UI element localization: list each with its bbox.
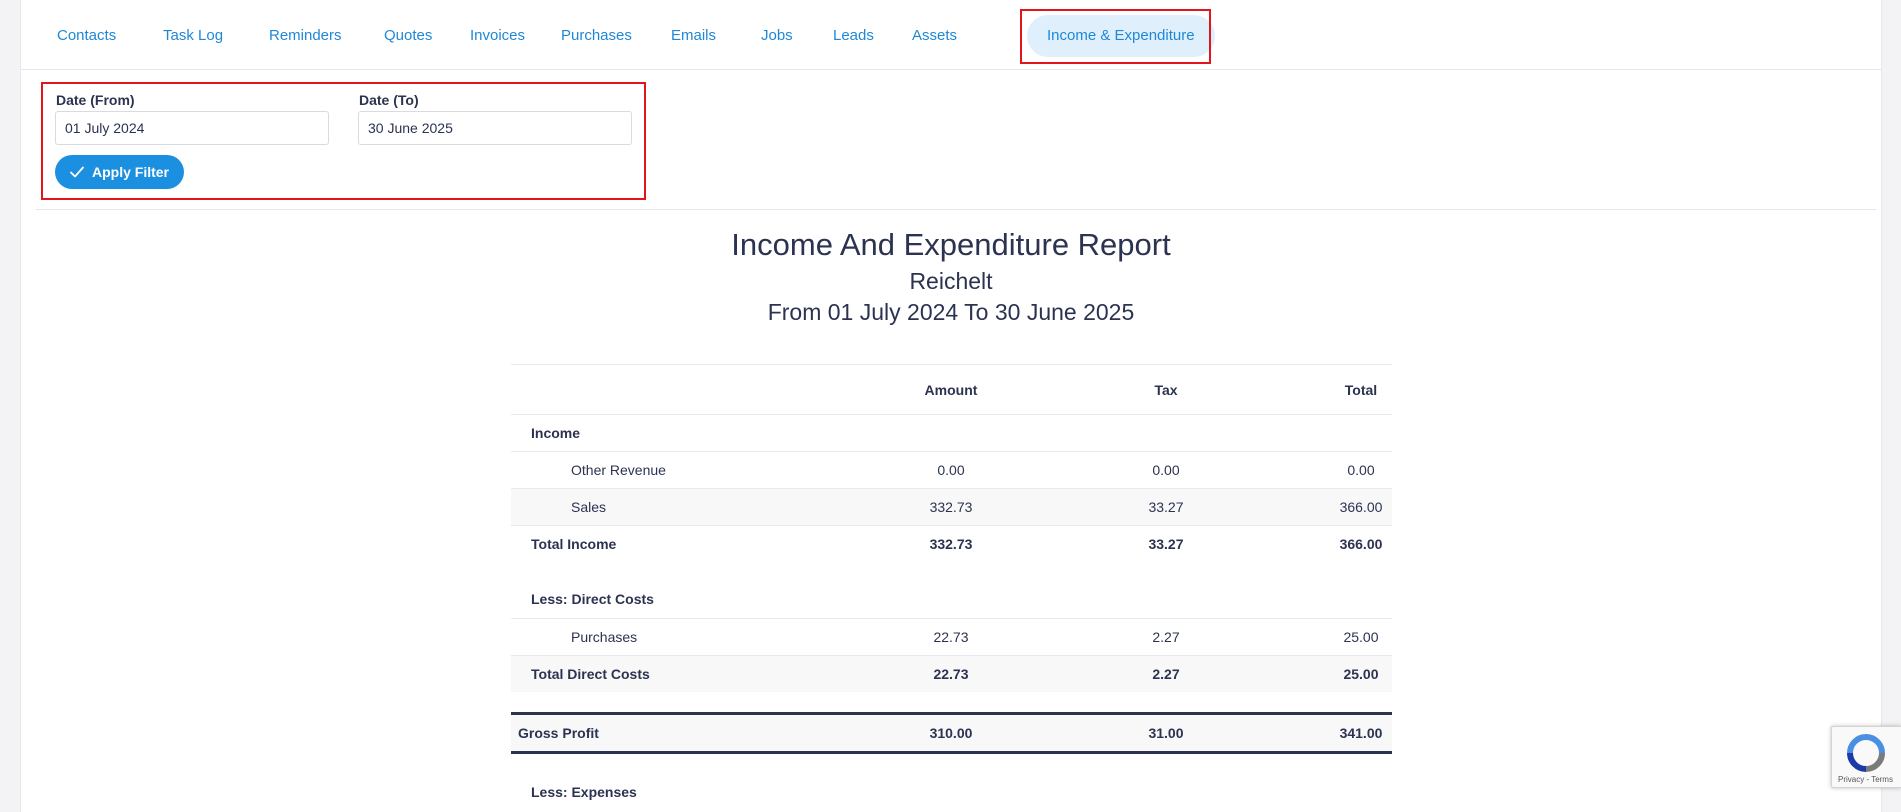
check-icon [70, 166, 84, 178]
row-total: 25.00 [1343, 666, 1379, 682]
main-panel: Contacts Task Log Reminders Quotes Invoi… [20, 0, 1882, 812]
gross-profit-row: Gross Profit 310.00 31.00 341.00 [511, 712, 1392, 754]
tab-assets[interactable]: Assets [912, 27, 958, 44]
tab-invoices[interactable]: Invoices [470, 27, 526, 44]
tab-jobs[interactable]: Jobs [761, 27, 793, 44]
recaptcha-icon [1847, 734, 1885, 772]
column-header-total: Total [1344, 382, 1378, 398]
row-total: 366.00 [1339, 499, 1383, 515]
row-label: Total Direct Costs [531, 666, 650, 682]
report-period: From 01 July 2024 To 30 June 2025 [767, 299, 1135, 325]
row-label: Other Revenue [571, 462, 666, 478]
row-label: Gross Profit [518, 725, 599, 741]
row-amount: 22.73 [933, 629, 969, 645]
row-label: Sales [571, 499, 607, 515]
tab-emails[interactable]: Emails [671, 27, 717, 44]
row-amount: 22.73 [933, 666, 969, 682]
section-heading-direct-costs: Less: Direct Costs [511, 581, 1392, 618]
filter-highlight [41, 82, 646, 200]
recaptcha-badge[interactable]: Privacy - Terms [1831, 726, 1901, 788]
row-tax: 33.27 [1148, 499, 1184, 515]
section-heading-label: Less: Expenses [531, 784, 637, 800]
table-header-row: Amount Tax Total [511, 364, 1392, 414]
tab-purchases[interactable]: Purchases [561, 27, 632, 44]
row-tax: 33.27 [1148, 536, 1184, 552]
row-total: 25.00 [1343, 629, 1379, 645]
report-company: Reichelt [909, 268, 993, 294]
section-heading-label: Income [531, 425, 581, 441]
apply-filter-label: Apply Filter [91, 164, 169, 180]
tab-reminders[interactable]: Reminders [269, 27, 342, 44]
row-tax: 31.00 [1148, 725, 1184, 741]
section-heading-income: Income [511, 414, 1392, 451]
row-amount: 332.73 [929, 499, 973, 515]
row-tax: 2.27 [1152, 629, 1180, 645]
tab-contacts[interactable]: Contacts [57, 27, 117, 44]
tab-income-expenditure[interactable]: Income & Expenditure [1027, 15, 1215, 57]
date-from-label: Date (From) [56, 92, 135, 108]
tab-leads[interactable]: Leads [833, 27, 874, 44]
row-total: 341.00 [1339, 725, 1383, 741]
divider [36, 209, 1876, 210]
row-amount: 310.00 [929, 725, 973, 741]
row-tax: 2.27 [1152, 666, 1180, 682]
row-amount: 332.73 [929, 536, 973, 552]
column-header-amount: Amount [924, 382, 978, 398]
table-row: Sales 332.73 33.27 366.00 [511, 488, 1392, 525]
total-income-row: Total Income 332.73 33.27 366.00 [511, 525, 1392, 562]
tab-bar: Contacts Task Log Reminders Quotes Invoi… [21, 0, 1881, 70]
row-label: Purchases [571, 629, 638, 645]
row-total: 0.00 [1347, 462, 1375, 478]
table-row: Other Revenue 0.00 0.00 0.00 [511, 451, 1392, 488]
date-to-label: Date (To) [359, 92, 419, 108]
recaptcha-terms[interactable]: Privacy - Terms [1838, 775, 1893, 784]
date-to-input[interactable] [358, 111, 632, 145]
tab-task-log[interactable]: Task Log [163, 27, 224, 44]
date-from-input[interactable] [55, 111, 329, 145]
report-title: Income And Expenditure Report [731, 227, 1171, 262]
section-heading-expenses: Less: Expenses [511, 774, 1392, 811]
row-amount: 0.00 [937, 462, 965, 478]
row-total: 366.00 [1339, 536, 1383, 552]
tab-quotes[interactable]: Quotes [384, 27, 433, 44]
row-tax: 0.00 [1152, 462, 1180, 478]
table-row: Purchases 22.73 2.27 25.00 [511, 618, 1392, 655]
apply-filter-button[interactable]: Apply Filter [55, 155, 184, 189]
column-header-tax: Tax [1154, 382, 1178, 398]
section-heading-label: Less: Direct Costs [531, 591, 654, 607]
row-label: Total Income [531, 536, 617, 552]
active-tab-highlight [1020, 9, 1211, 64]
total-direct-costs-row: Total Direct Costs 22.73 2.27 25.00 [511, 655, 1392, 692]
